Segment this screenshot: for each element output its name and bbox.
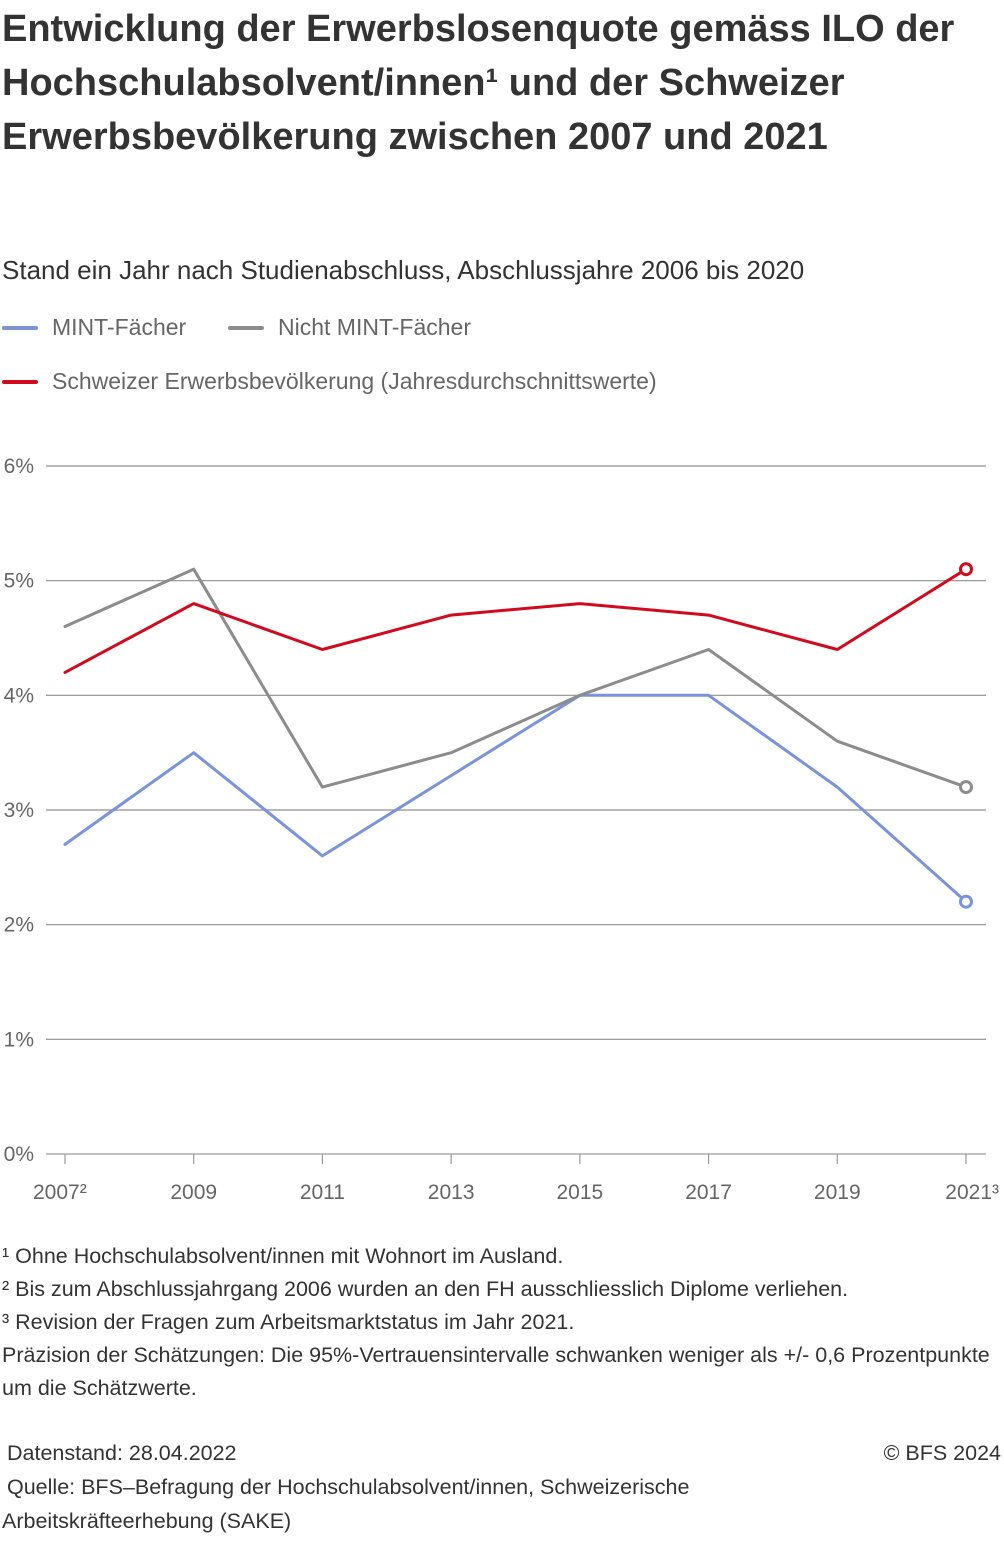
y-tick-label: 3% — [4, 799, 34, 822]
legend-item-mint[interactable]: MINT-Fächer — [2, 314, 186, 341]
footnote-2: ² Bis zum Abschlussjahrgang 2006 wurden … — [2, 1277, 849, 1301]
data-status: Datenstand: 28.04.2022 — [7, 1441, 237, 1465]
x-tick-label: 2013 — [428, 1181, 475, 1204]
legend-item-nicht-mint[interactable]: Nicht MINT-Fächer — [228, 314, 471, 341]
chart-subtitle: Stand ein Jahr nach Studienabschluss, Ab… — [2, 255, 805, 285]
footnote-3: ³ Revision der Fragen zum Arbeitsmarktst… — [2, 1310, 575, 1334]
y-tick-label: 2% — [4, 914, 34, 937]
x-axis: 2007² 2009 2011 2013 2015 2017 2019 2021³ — [33, 1154, 999, 1204]
legend-swatch-nicht-mint — [228, 325, 264, 330]
series-line-mint[interactable] — [63, 693, 968, 904]
x-tick-label: 2021³ — [945, 1181, 999, 1204]
x-tick-label: 2019 — [814, 1181, 861, 1204]
source: Quelle: BFS–Befragung der Hochschulabsol… — [2, 1475, 690, 1533]
end-marker-nicht-mint[interactable] — [959, 780, 973, 795]
copyright: © BFS 2024 — [883, 1441, 1001, 1465]
x-tick-label: 2011 — [300, 1181, 345, 1204]
series-line-erwerbsbevoelkerung[interactable] — [63, 567, 968, 674]
series-lines — [63, 567, 968, 904]
x-tick-label: 2017 — [685, 1181, 732, 1204]
legend-label-erwerbsbevoelkerung: Schweizer Erwerbsbevölkerung (Jahresdurc… — [52, 368, 657, 394]
y-tick-label: 4% — [4, 684, 34, 707]
end-marker-erwerbsbevoelkerung[interactable] — [959, 562, 973, 577]
legend-label-nicht-mint: Nicht MINT-Fächer — [278, 314, 471, 340]
legend-label-mint: MINT-Fächer — [52, 314, 187, 340]
end-marker-mint[interactable] — [959, 894, 973, 909]
precision-note: Präzision der Schätzungen: Die 95%-Vertr… — [2, 1343, 990, 1400]
y-tick-label: 0% — [4, 1143, 34, 1166]
y-tick-label: 6% — [4, 455, 34, 478]
grid-lines — [46, 465, 986, 1155]
y-tick-label: 5% — [4, 570, 34, 593]
x-tick-label: 2009 — [170, 1181, 217, 1204]
chart-title: Entwicklung der Erwerbslosenquote gemäss… — [2, 8, 955, 158]
series-line-nicht-mint[interactable] — [63, 567, 968, 789]
x-tick-label: 2015 — [556, 1181, 603, 1204]
footnote-1: ¹ Ohne Hochschulabsolvent/innen mit Wohn… — [2, 1244, 564, 1268]
line-chart: 0% 1% 2% 3% 4% 5% 6% 2007² 2009 2011 2013 2015 2017… — [4, 455, 999, 1204]
legend-swatch-mint — [2, 325, 38, 330]
y-tick-label: 1% — [4, 1028, 34, 1051]
series-end-markers — [959, 562, 973, 909]
legend-item-erwerbsbevoelkerung[interactable]: Schweizer Erwerbsbevölkerung (Jahresdurc… — [2, 368, 657, 395]
x-tick-label: 2007² — [33, 1181, 87, 1204]
legend-swatch-erwerbsbevoelkerung — [2, 379, 38, 384]
y-axis-tick-labels: 0% 1% 2% 3% 4% 5% 6% — [4, 455, 34, 1166]
footnotes: ¹ Ohne Hochschulabsolvent/innen mit Wohn… — [2, 1240, 997, 1405]
